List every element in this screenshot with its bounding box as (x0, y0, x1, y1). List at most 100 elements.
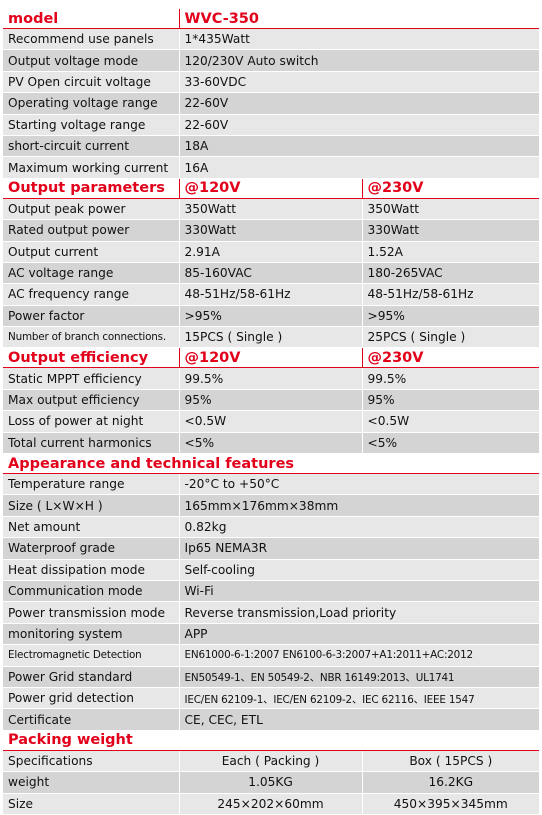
row-label: Static MPPT efficiency (3, 367, 179, 390)
row-label: AC voltage range (3, 262, 179, 285)
column-header-120v: @120V (178, 347, 362, 369)
row-label: Certificate (3, 708, 179, 731)
row-value: 22-60V (178, 114, 540, 136)
row-label: short-circuit current (3, 135, 179, 158)
section-title: Appearance and technical features (3, 453, 540, 475)
row-label: PV Open circuit voltage (3, 71, 179, 94)
row-label: Communication mode (3, 580, 179, 603)
packing-box: Box ( 15PCS ) (361, 750, 540, 773)
table-row: Net amount 0.82kg (3, 516, 540, 539)
spec-table: model WVC-350 Recommend use panels 1*435W… (3, 9, 540, 815)
column-header-230v: @230V (361, 347, 540, 369)
row-value: 0.82kg (178, 516, 540, 539)
table-row: Size ( L×W×H ) 165mm×176mm×38mm (3, 494, 540, 517)
row-label: Temperature range (3, 473, 179, 496)
model-name: WVC-350 (178, 9, 540, 29)
value-120v: >95% (178, 305, 362, 328)
row-label: Output current (3, 241, 179, 263)
table-row: Max output efficiency 95% 95% (3, 389, 540, 412)
row-label: Max output efficiency (3, 389, 179, 412)
value-230v: 25PCS ( Single ) (361, 326, 540, 349)
table-row: Communication mode Wi-Fi (3, 580, 540, 603)
packing-box: 450×395×345mm (361, 793, 540, 815)
value-230v: 180-265VAC (361, 262, 540, 285)
value-230v: 95% (361, 389, 540, 412)
section-header-packing: Packing weight (3, 730, 540, 751)
table-row: AC frequency range 48-51Hz/58-61Hz 48-51Hz… (3, 283, 540, 306)
table-row: Number of branch connections. 15PCS ( Sin… (3, 326, 540, 349)
table-row: Static MPPT efficiency 99.5% 99.5% (3, 367, 540, 390)
section-header-output-efficiency: Output efficiency @120V @230V (3, 347, 540, 369)
row-value: Wi-Fi (178, 580, 540, 603)
row-label: Output peak power (3, 198, 179, 221)
row-label: Power transmission mode (3, 601, 179, 624)
value-230v: 48-51Hz/58-61Hz (361, 283, 540, 306)
row-label: Net amount (3, 516, 179, 539)
value-230v: >95% (361, 305, 540, 328)
table-row: Output current 2.91A 1.52A (3, 241, 540, 263)
table-row: Loss of power at night <0.5W <0.5W (3, 410, 540, 433)
row-label: monitoring system (3, 623, 179, 646)
row-value: 33-60VDC (178, 71, 540, 94)
row-value: 165mm×176mm×38mm (178, 494, 540, 517)
value-230v: 350Watt (361, 198, 540, 221)
row-label: Waterproof grade (3, 537, 179, 560)
row-value: 16A (178, 156, 540, 179)
row-label: Heat dissipation mode (3, 559, 179, 581)
row-label: Power factor (3, 305, 179, 328)
section-title: Output efficiency (3, 347, 179, 369)
row-label: Electromagnetic Detection (3, 644, 179, 667)
section-title: Packing weight (3, 730, 540, 751)
row-label: Recommend use panels (3, 28, 179, 51)
row-label: Output voltage mode (3, 49, 179, 72)
table-row: Power Grid standard EN50549-1、EN 50549-2、… (3, 666, 540, 688)
table-row: Certificate CE, CEC, ETL (3, 708, 540, 731)
value-230v: <5% (361, 432, 540, 455)
section-header-model: model WVC-350 (3, 9, 540, 29)
table-row: Maximum working current 16A (3, 156, 540, 179)
table-row: Temperature range -20°C to +50°C (3, 473, 540, 496)
packing-each: Each ( Packing ) (178, 750, 362, 773)
table-row: Power transmission mode Reverse transmiss… (3, 601, 540, 624)
value-120v: 85-160VAC (178, 262, 362, 285)
table-row: PV Open circuit voltage 33-60VDC (3, 71, 540, 94)
value-230v: <0.5W (361, 410, 540, 433)
packing-each: 1.05KG (178, 771, 362, 794)
spec-sheet: model WVC-350 Recommend use panels 1*435W… (3, 9, 540, 815)
value-120v: 2.91A (178, 241, 362, 263)
row-label: Number of branch connections. (3, 326, 179, 349)
section-title: model (3, 9, 179, 29)
row-label: Size (3, 793, 179, 815)
table-row: Specifications Each ( Packing ) Box ( 15PC… (3, 750, 540, 773)
value-120v: 330Watt (178, 219, 362, 242)
table-row: monitoring system APP (3, 623, 540, 646)
value-230v: 1.52A (361, 241, 540, 263)
column-header-120v: @120V (178, 178, 362, 199)
packing-box: 16.2KG (361, 771, 540, 794)
row-value: EN50549-1、EN 50549-2、NBR 16149:2013、UL17… (178, 666, 540, 688)
value-120v: 48-51Hz/58-61Hz (178, 283, 362, 306)
row-value: Self-cooling (178, 559, 540, 581)
value-120v: 15PCS ( Single ) (178, 326, 362, 349)
row-label: Maximum working current (3, 156, 179, 179)
row-value: 1*435Watt (178, 28, 540, 51)
row-label: Starting voltage range (3, 114, 179, 136)
row-value: Reverse transmission,Load priority (178, 601, 540, 624)
value-230v: 99.5% (361, 367, 540, 390)
row-label: Power grid detection (3, 687, 179, 710)
table-row: Operating voltage range 22-60V (3, 92, 540, 115)
table-row: Starting voltage range 22-60V (3, 114, 540, 136)
row-label: Size ( L×W×H ) (3, 494, 179, 517)
table-row: Waterproof grade Ip65 NEMA3R (3, 537, 540, 560)
row-label: Power Grid standard (3, 666, 179, 688)
table-row: Electromagnetic Detection EN61000-6-1:200… (3, 644, 540, 667)
row-label: Total current harmonics (3, 432, 179, 455)
table-row: AC voltage range 85-160VAC 180-265VAC (3, 262, 540, 285)
table-row: Output peak power 350Watt 350Watt (3, 198, 540, 221)
row-value: 18A (178, 135, 540, 158)
row-label: Rated output power (3, 219, 179, 242)
row-label: AC frequency range (3, 283, 179, 306)
row-label: weight (3, 771, 179, 794)
value-120v: <0.5W (178, 410, 362, 433)
row-label: Loss of power at night (3, 410, 179, 433)
